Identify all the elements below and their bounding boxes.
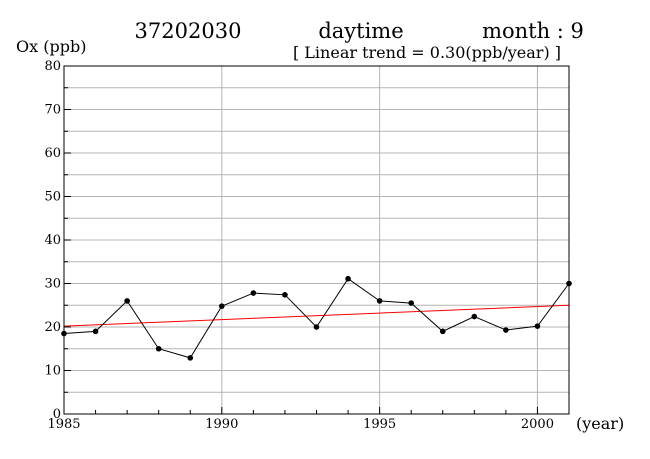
plot-frame — [63, 65, 570, 415]
data-point — [439, 328, 446, 335]
grid-lines — [63, 65, 570, 415]
data-point — [313, 324, 320, 330]
data-point — [187, 355, 194, 361]
trend-note: [ Linear trend = 0.30(ppb/year) ] — [293, 43, 561, 62]
data-point — [503, 327, 509, 333]
station-id-title: 37202030 — [135, 19, 242, 43]
data-point — [534, 323, 541, 329]
data-point — [408, 300, 414, 306]
y-tick-label: 50 — [44, 190, 61, 205]
y-tick-label: 40 — [44, 233, 61, 248]
y-tick-label: 10 — [44, 364, 61, 379]
tick-labels: 0 10 20 30 40 50 60 70 80 1985 1990 1995 2000 — [44, 59, 554, 432]
data-point — [92, 328, 99, 335]
y-tick-label: 0 — [53, 407, 61, 422]
x-tick-label: 1990 — [205, 417, 238, 432]
data-point — [155, 345, 162, 352]
data-point — [471, 313, 478, 320]
y-tick-label: 80 — [44, 59, 61, 74]
y-tick-label: 20 — [44, 320, 61, 335]
data-point — [250, 290, 257, 296]
series-layer — [61, 275, 572, 361]
y-tick-label: 70 — [44, 103, 61, 118]
data-point — [282, 292, 288, 298]
data-point — [376, 298, 383, 304]
trend-line-layer — [63, 304, 570, 327]
linear-trend-line — [63, 304, 570, 327]
y-tick-label: 60 — [44, 146, 61, 161]
y-axis-label: Ox (ppb) — [16, 37, 86, 56]
data-point — [124, 298, 130, 304]
x-axis-label: (year) — [576, 414, 624, 433]
x-tick-label: 1995 — [363, 417, 396, 432]
month-title: month : 9 — [482, 19, 584, 43]
series-line — [63, 278, 570, 359]
x-tick-label: 1985 — [47, 417, 80, 432]
y-tick-label: 30 — [44, 277, 61, 292]
data-point — [345, 275, 351, 282]
x-tick-label: 2000 — [521, 417, 554, 432]
data-point — [219, 303, 225, 309]
period-title: daytime — [318, 19, 403, 43]
